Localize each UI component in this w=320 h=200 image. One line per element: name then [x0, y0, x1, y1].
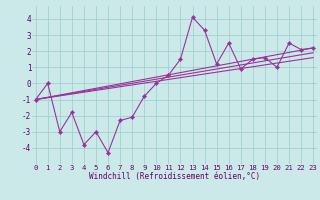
X-axis label: Windchill (Refroidissement éolien,°C): Windchill (Refroidissement éolien,°C) — [89, 172, 260, 181]
